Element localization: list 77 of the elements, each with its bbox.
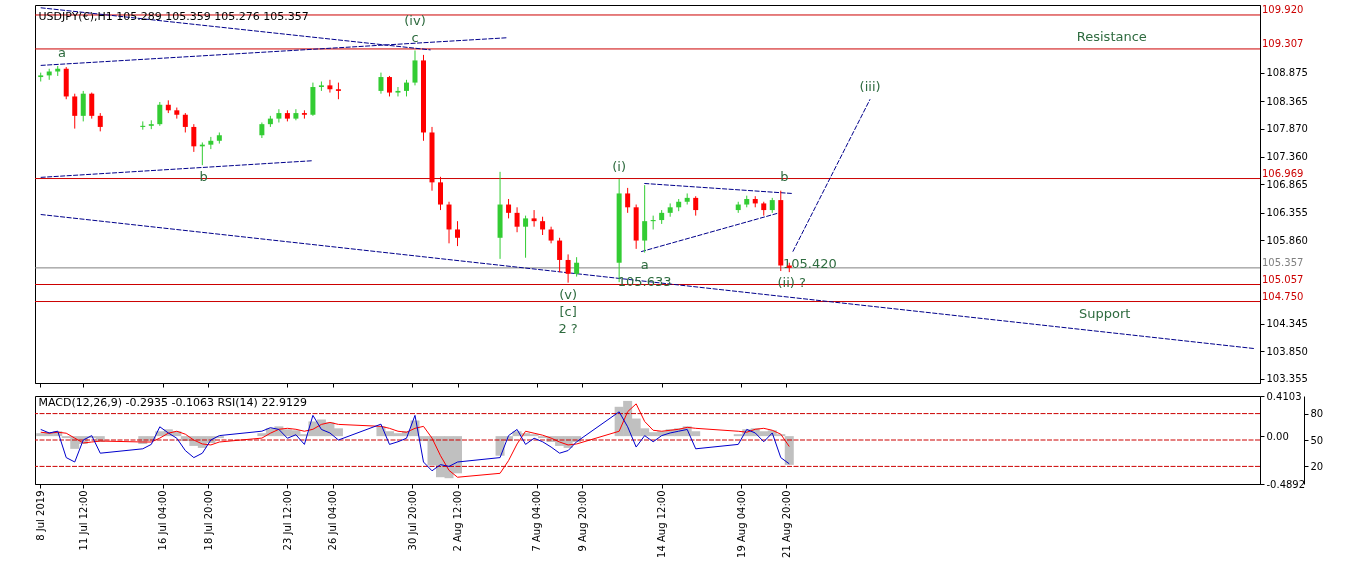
candlestick [565,253,571,284]
candlestick [80,90,86,122]
candlestick [276,108,282,123]
candlestick [182,112,188,133]
ref-line-label: 105.057 [1262,273,1304,285]
annotation: c [411,30,419,46]
candlestick [455,220,461,247]
ref-line-label: 109.920 [1262,3,1304,15]
candlestick [89,92,95,120]
candlestick [327,79,333,94]
line-series [40,411,790,472]
y2-tick-label: 20 [1310,460,1324,472]
ref-line-label: 109.307 [1262,37,1304,49]
candlestick [514,206,520,233]
candlestick [693,195,699,217]
candlestick [642,184,648,254]
x-tick-label: 14 Aug 12:00 [656,490,668,558]
y-tick-label: 103.850 [1266,345,1308,357]
annotation: (iv) [404,13,426,29]
candlestick [395,86,401,97]
candlestick [557,237,563,273]
x-tick-label: 18 Jul 20:00 [202,490,214,551]
x-tick-label: 21 Aug 20:00 [780,490,792,558]
candlestick [293,108,299,121]
candlestick [574,256,580,278]
x-tick-label: 8 Jul 2019 [34,490,46,541]
candlestick [523,215,529,259]
candlestick [412,49,418,86]
candlestick [97,112,103,132]
annotation: a [640,256,649,272]
candlestick [506,198,512,219]
annotation: Support [1079,305,1131,321]
candlestick [378,72,384,95]
candlestick [625,187,631,214]
y2-tick-label: 80 [1310,408,1324,420]
annotation: 2 ? [558,320,578,336]
annotation: Resistance [1076,28,1147,44]
y-tick-label: 104.345 [1266,318,1308,330]
ref-line-label: 104.750 [1262,290,1304,302]
y-tick-label: 106.355 [1266,207,1308,219]
candlestick [72,93,78,130]
y-tick-label: 0.00 [1266,430,1289,442]
x-tick-label: 7 Aug 04:00 [531,490,543,552]
y-tick-label: 103.355 [1266,373,1308,385]
y-tick-label: 107.870 [1266,123,1308,135]
x-tick-label: 23 Jul 12:00 [281,490,293,551]
y-tick-label: 0.4103 [1266,390,1302,402]
y-tick-label: 108.365 [1266,95,1308,107]
ref-line-label: 106.969 [1262,167,1304,179]
candlestick [386,75,392,97]
x-tick-label: 16 Jul 04:00 [157,490,169,551]
annotation: (i) [612,159,627,175]
chart-title: MACD(12,26,9) -0.2935 -0.1063 RSI(14) 22.9129 [38,396,307,409]
candlestick [157,101,163,127]
annotation: (v) [559,286,578,302]
y-tick-label: 108.875 [1266,67,1308,79]
x-tick-label: 2 Aug 12:00 [452,490,464,552]
x-tick-label: 26 Jul 04:00 [327,490,339,551]
annotation: 105.420 [782,256,837,272]
ref-line-label: 105.357 [1262,256,1304,268]
y-tick-label: 107.360 [1266,151,1308,163]
annotation: (iii) [859,79,881,95]
annotation: [c] [559,303,577,319]
y-tick-label: 105.860 [1266,234,1308,246]
candlestick [540,216,546,236]
x-tick-label: 30 Jul 20:00 [406,490,418,551]
candlestick [191,123,197,153]
y2-tick-label: 50 [1310,434,1324,446]
y-tick-label: -0.4892 [1266,478,1306,490]
chart-title: USDJPY(€),H1 105.289 105.359 105.276 105.357 [38,9,309,23]
x-tick-label: 9 Aug 20:00 [576,490,588,552]
x-tick-label: 19 Aug 04:00 [735,490,747,558]
candlestick [438,176,444,211]
annotation: a [57,44,66,60]
x-tick-label: 11 Jul 12:00 [77,490,89,551]
y-tick-label: 106.865 [1266,178,1308,190]
candlestick [531,209,537,228]
